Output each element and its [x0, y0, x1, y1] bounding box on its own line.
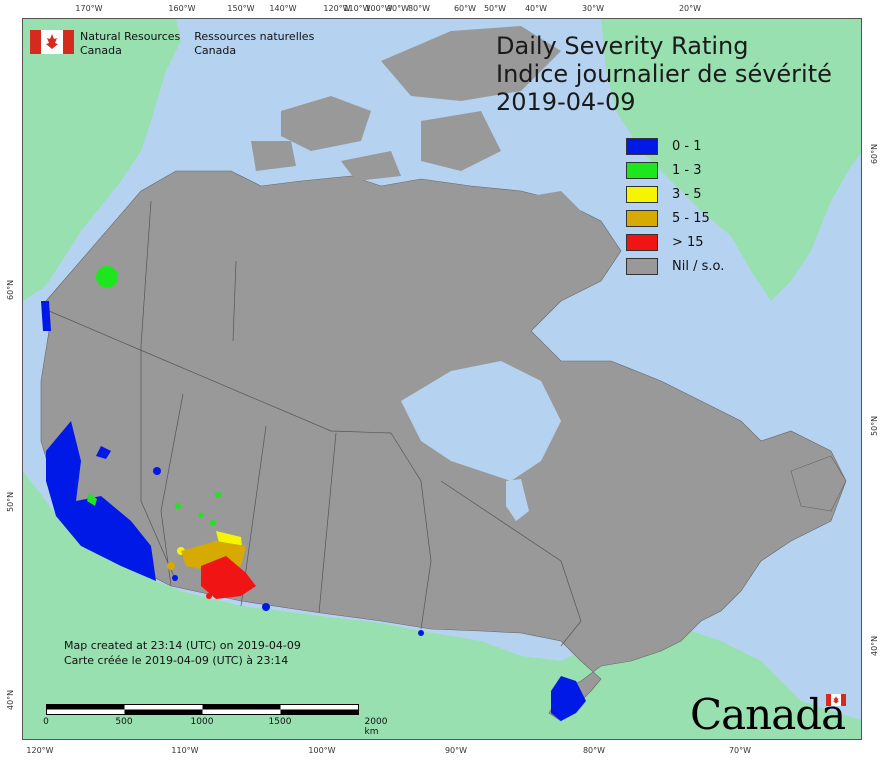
graticule-label-top: 90°W — [386, 4, 410, 13]
newfoundland — [790, 455, 847, 512]
legend-item: 5 - 15 — [626, 206, 724, 230]
credit-english: Map created at 23:14 (UTC) on 2019-04-09 — [64, 639, 301, 652]
graticule-label-top: 170°W — [75, 4, 103, 13]
wordmark-text: Canada — [690, 690, 846, 739]
scale-label: 1500 — [268, 717, 292, 727]
title-french: Indice journalier de sévérité — [496, 60, 832, 88]
graticule-label-top: 20°W — [678, 4, 702, 13]
legend-swatch — [626, 257, 658, 275]
scale-label: 2000 km — [364, 717, 388, 737]
graticule-label-bottom: 120°W — [26, 746, 54, 755]
graticule-label-top: 150°W — [227, 4, 255, 13]
scale-label: 1000 — [190, 717, 214, 727]
arctic-island — [281, 96, 371, 151]
legend-label: 1 - 3 — [672, 162, 702, 178]
wordmark-flag-icon — [826, 694, 846, 706]
graticule-label-left: 50°N — [6, 491, 15, 512]
credit-french: Carte créée le 2019-04-09 (UTC) à 23:14 — [64, 654, 289, 667]
graticule-label-top: 100°W — [365, 4, 393, 13]
canada-wordmark: Canada — [690, 690, 846, 739]
graticule-label-bottom: 100°W — [308, 746, 336, 755]
graticule-label-right: 40°N — [870, 635, 879, 656]
legend-swatch — [626, 161, 658, 179]
arctic-island — [251, 141, 296, 171]
legend: 0 - 1 1 - 3 3 - 5 5 - 15 > 15 Nil / s.o. — [626, 134, 724, 278]
scale-label: 0 — [43, 717, 49, 727]
graticule-label-top: 30°W — [581, 4, 605, 13]
map-title: Daily Severity Rating Indice journalier … — [496, 32, 832, 116]
arctic-island — [381, 26, 561, 101]
scale-label: 500 — [115, 717, 133, 727]
legend-swatch — [626, 233, 658, 251]
graticule-label-top: 40°W — [524, 4, 548, 13]
title-date: 2019-04-09 — [496, 88, 636, 116]
agency-name-fr-1: Ressources naturelles — [194, 30, 315, 43]
arctic-island — [501, 191, 591, 251]
severity-patches — [41, 266, 586, 721]
scale-bar-graphic — [46, 704, 359, 715]
graticule-label-right: 60°N — [870, 143, 879, 164]
legend-item: 1 - 3 — [626, 158, 724, 182]
graticule-label-top: 60°W — [453, 4, 477, 13]
canada-flag-icon — [30, 30, 74, 54]
legend-label: > 15 — [672, 234, 704, 250]
scale-bar: 0 500 1000 1500 2000 km — [43, 703, 387, 737]
graticule-label-top: 50°W — [483, 4, 507, 13]
legend-label: 0 - 1 — [672, 138, 702, 154]
legend-item: 3 - 5 — [626, 182, 724, 206]
graticule-label-bottom: 80°W — [582, 746, 606, 755]
map-canvas — [23, 19, 861, 739]
graticule-label-bottom: 110°W — [171, 746, 199, 755]
legend-swatch — [626, 209, 658, 227]
graticule-label-top: 140°W — [269, 4, 297, 13]
graticule-label-top: 110°W — [343, 4, 371, 13]
graticule-label-top: 80°W — [407, 4, 431, 13]
legend-item: > 15 — [626, 230, 724, 254]
james-bay — [506, 479, 529, 521]
map-frame — [22, 18, 862, 740]
graticule-label-left: 40°N — [6, 689, 15, 710]
provincial-boundaries — [48, 200, 582, 647]
arctic-island — [421, 111, 501, 171]
graticule-label-top: 160°W — [168, 4, 196, 13]
alaska-land — [23, 19, 181, 301]
legend-item: 0 - 1 — [626, 134, 724, 158]
arctic-island — [341, 151, 401, 181]
graticule-label-top: 120°W — [323, 4, 351, 13]
legend-swatch — [626, 185, 658, 203]
greenland-land — [601, 19, 861, 301]
agency-name-en-2: Canada — [80, 44, 122, 57]
legend-label: 5 - 15 — [672, 210, 710, 226]
hudson-bay — [401, 361, 561, 481]
usa-land — [23, 471, 861, 739]
graticule-label-bottom: 70°W — [728, 746, 752, 755]
title-english: Daily Severity Rating — [496, 32, 749, 60]
agency-signature: Natural Resources Canada Ressources natu… — [30, 30, 314, 58]
graticule-label-bottom: 90°W — [444, 746, 468, 755]
legend-swatch — [626, 137, 658, 155]
legend-label: Nil / s.o. — [672, 258, 725, 274]
agency-name-fr-2: Canada — [194, 44, 237, 57]
legend-label: 3 - 5 — [672, 186, 702, 202]
legend-item: Nil / s.o. — [626, 254, 724, 278]
agency-name-en-1: Natural Resources — [80, 30, 181, 43]
graticule-label-left: 60°N — [6, 279, 15, 300]
graticule-label-right: 50°N — [870, 415, 879, 436]
map-credit: Map created at 23:14 (UTC) on 2019-04-09… — [64, 638, 301, 668]
